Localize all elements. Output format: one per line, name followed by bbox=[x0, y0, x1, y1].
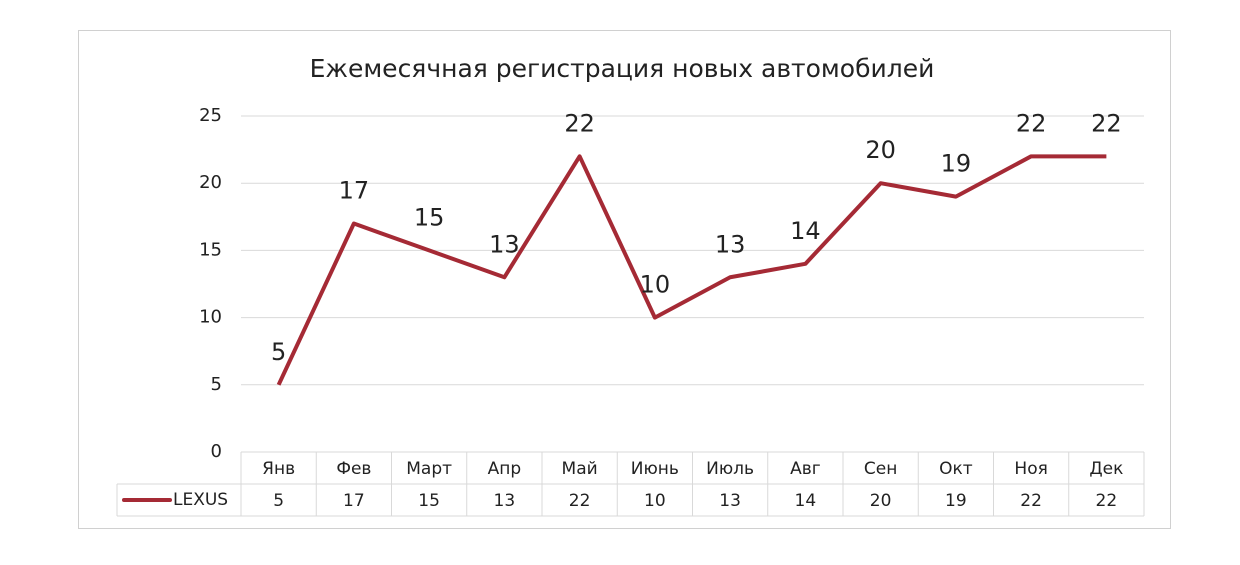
x-tick-label: Март bbox=[406, 459, 452, 479]
x-tick-label: Июль bbox=[706, 459, 754, 479]
table-value: 17 bbox=[343, 491, 365, 511]
data-label: 19 bbox=[941, 150, 972, 178]
x-tick-label: Апр bbox=[488, 459, 522, 479]
table-value: 15 bbox=[418, 491, 440, 511]
y-tick-label: 20 bbox=[199, 172, 222, 193]
x-tick-label: Дек bbox=[1089, 459, 1123, 479]
x-tick-label: Май bbox=[562, 459, 598, 479]
x-tick-label: Окт bbox=[939, 459, 973, 479]
table-value: 22 bbox=[569, 491, 591, 511]
legend-label: LEXUS bbox=[173, 490, 228, 510]
x-tick-label: Сен bbox=[864, 459, 897, 479]
data-label: 10 bbox=[640, 271, 671, 299]
data-label: 14 bbox=[790, 217, 821, 245]
data-label: 22 bbox=[1091, 109, 1122, 137]
x-tick-label: Янв bbox=[262, 459, 295, 479]
data-label: 13 bbox=[489, 230, 520, 258]
table-value: 5 bbox=[273, 491, 284, 511]
table-value: 19 bbox=[945, 491, 967, 511]
data-label: 5 bbox=[271, 338, 286, 366]
x-tick-label: Авг bbox=[790, 459, 821, 479]
y-tick-label: 15 bbox=[199, 239, 222, 260]
y-tick-label: 5 bbox=[211, 374, 222, 395]
x-tick-label: Фев bbox=[336, 459, 371, 479]
y-tick-label: 0 bbox=[211, 441, 222, 462]
y-tick-label: 25 bbox=[199, 105, 222, 126]
table-value: 13 bbox=[494, 491, 516, 511]
x-tick-label: Июнь bbox=[631, 459, 679, 479]
chart-frame bbox=[78, 30, 1171, 529]
table-value: 13 bbox=[719, 491, 741, 511]
table-value: 22 bbox=[1096, 491, 1118, 511]
data-label: 22 bbox=[564, 109, 595, 137]
data-label: 20 bbox=[865, 136, 896, 164]
table-value: 14 bbox=[795, 491, 817, 511]
table-value: 22 bbox=[1020, 491, 1042, 511]
x-tick-label: Ноя bbox=[1014, 459, 1047, 479]
data-label: 17 bbox=[339, 177, 370, 205]
data-label: 13 bbox=[715, 230, 746, 258]
y-tick-label: 10 bbox=[199, 307, 222, 328]
table-value: 20 bbox=[870, 491, 892, 511]
data-label: 22 bbox=[1016, 109, 1047, 137]
chart-title: Ежемесячная регистрация новых автомобиле… bbox=[310, 54, 935, 83]
table-value: 10 bbox=[644, 491, 666, 511]
line-series bbox=[276, 154, 1107, 386]
data-label: 15 bbox=[414, 203, 445, 231]
